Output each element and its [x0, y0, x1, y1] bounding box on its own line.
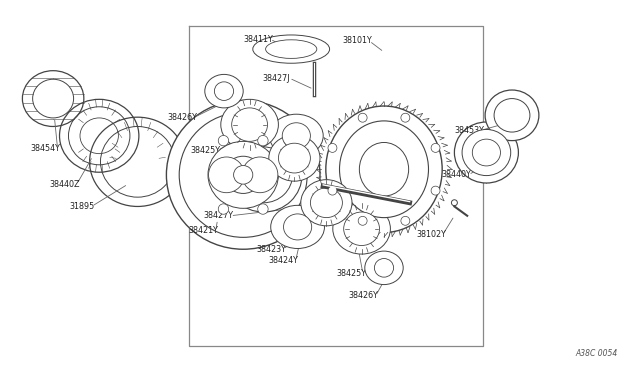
Ellipse shape — [242, 157, 278, 193]
Text: 38423Y: 38423Y — [256, 245, 286, 254]
Ellipse shape — [401, 217, 410, 225]
Ellipse shape — [266, 40, 317, 58]
Ellipse shape — [218, 204, 228, 214]
Ellipse shape — [374, 259, 394, 277]
Ellipse shape — [258, 135, 268, 146]
Ellipse shape — [284, 214, 312, 240]
Text: 38411Y: 38411Y — [243, 35, 273, 44]
Ellipse shape — [232, 108, 268, 141]
Text: 38423Y: 38423Y — [250, 165, 280, 174]
Ellipse shape — [209, 157, 244, 193]
Ellipse shape — [451, 200, 458, 206]
Text: A38C 0054: A38C 0054 — [575, 349, 618, 358]
Text: 38424Y: 38424Y — [269, 256, 299, 265]
Ellipse shape — [218, 135, 228, 146]
Ellipse shape — [328, 186, 337, 195]
Text: 38425Y: 38425Y — [336, 269, 366, 278]
Ellipse shape — [339, 121, 429, 218]
Ellipse shape — [431, 144, 440, 153]
Ellipse shape — [472, 139, 500, 166]
Text: 38426Y: 38426Y — [168, 113, 198, 122]
Text: 38427Y: 38427Y — [204, 211, 234, 220]
Text: 38427J: 38427J — [262, 74, 290, 83]
Text: 38101Y: 38101Y — [342, 36, 372, 45]
Ellipse shape — [214, 82, 234, 100]
Ellipse shape — [344, 212, 380, 246]
Ellipse shape — [358, 113, 367, 122]
Ellipse shape — [205, 74, 243, 108]
Text: 38454Y: 38454Y — [31, 144, 61, 153]
Ellipse shape — [401, 113, 410, 122]
Ellipse shape — [234, 166, 253, 184]
Text: 38102Y: 38102Y — [416, 230, 446, 239]
Ellipse shape — [224, 156, 262, 193]
Ellipse shape — [282, 123, 310, 149]
Ellipse shape — [333, 203, 390, 254]
Text: 38424Y: 38424Y — [250, 131, 280, 140]
Ellipse shape — [454, 122, 518, 183]
Ellipse shape — [225, 138, 302, 212]
Ellipse shape — [328, 144, 337, 153]
Ellipse shape — [310, 188, 342, 218]
Text: 38440Z: 38440Z — [50, 180, 81, 189]
Ellipse shape — [431, 186, 440, 195]
Ellipse shape — [462, 129, 511, 176]
Ellipse shape — [208, 141, 278, 208]
Ellipse shape — [485, 90, 539, 141]
Text: 38440Y: 38440Y — [442, 170, 471, 179]
Ellipse shape — [258, 204, 268, 214]
Text: 38426Y: 38426Y — [349, 291, 379, 300]
Text: 38421Y: 38421Y — [189, 226, 219, 235]
Ellipse shape — [166, 100, 320, 249]
Ellipse shape — [278, 143, 310, 173]
Ellipse shape — [269, 114, 323, 157]
Ellipse shape — [253, 35, 330, 63]
Ellipse shape — [221, 99, 278, 150]
Ellipse shape — [365, 251, 403, 285]
Text: 31895: 31895 — [69, 202, 94, 211]
Ellipse shape — [301, 180, 352, 226]
Ellipse shape — [271, 205, 324, 248]
Text: 38453Y: 38453Y — [454, 126, 484, 135]
Ellipse shape — [494, 99, 530, 132]
Ellipse shape — [359, 142, 409, 196]
Text: 38425Y: 38425Y — [191, 146, 221, 155]
Ellipse shape — [326, 106, 442, 232]
Ellipse shape — [358, 217, 367, 225]
Ellipse shape — [269, 135, 320, 181]
